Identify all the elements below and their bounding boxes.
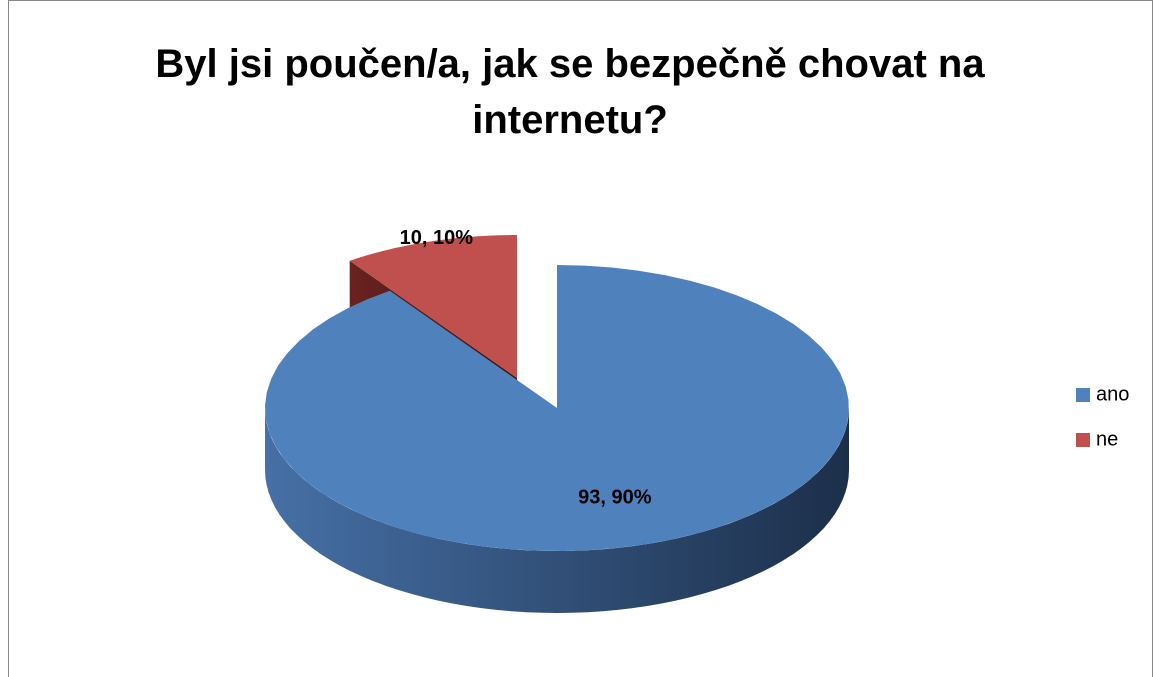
chart-title: Byl jsi poučen/a, jak se bezpečně chovat… [155, 42, 985, 142]
slice-side [265, 408, 849, 613]
data-label: 93, 90% [578, 486, 652, 508]
data-label: 10, 10% [400, 227, 474, 249]
legend-label: ano [1096, 383, 1129, 405]
slice [265, 265, 849, 551]
slice [349, 235, 517, 378]
legend-swatch [1076, 388, 1090, 402]
legend-label: ne [1096, 428, 1118, 450]
chart-frame [8, 0, 1153, 677]
legend-swatch [1076, 433, 1090, 447]
